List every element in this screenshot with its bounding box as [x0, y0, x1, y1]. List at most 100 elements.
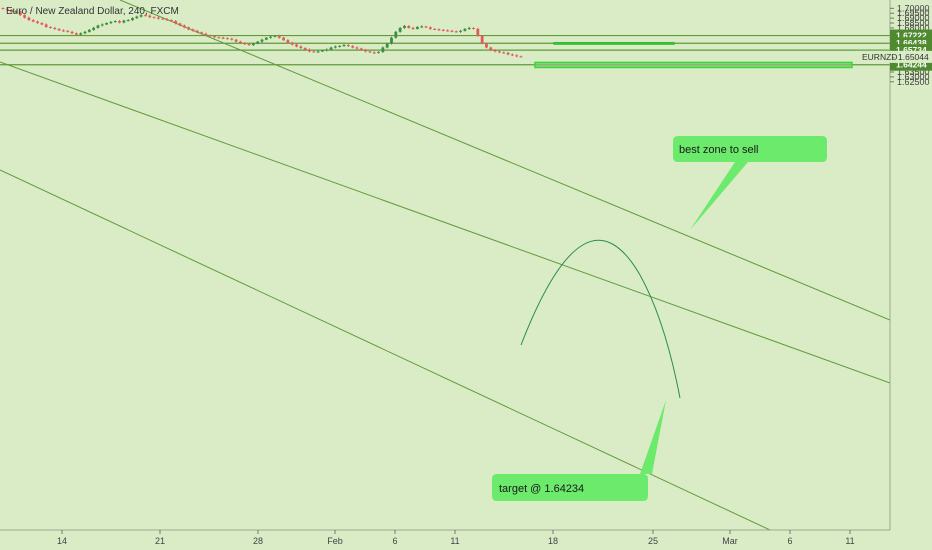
- candle-body: [251, 43, 255, 46]
- candle-body: [243, 43, 247, 45]
- date-tick-label: 11: [845, 536, 854, 546]
- price-axis-panel[interactable]: [890, 0, 932, 550]
- candle-body: [161, 18, 165, 20]
- price-tick-label: 1.69000: [897, 13, 930, 23]
- candle-body: [66, 30, 70, 32]
- candle-body: [200, 32, 203, 34]
- candle-body: [416, 26, 419, 29]
- candle-body: [118, 21, 121, 23]
- candle-body: [377, 51, 380, 53]
- current-price-badge: [858, 50, 932, 63]
- candle-body: [31, 20, 35, 22]
- candle-body: [385, 43, 389, 48]
- price-level-badge-label: 1.66438: [896, 38, 927, 48]
- candle-body: [510, 54, 514, 56]
- candle-body: [299, 46, 303, 49]
- price-level-badge-label: 1.67222: [896, 31, 927, 41]
- sell-zone-box: [553, 41, 675, 45]
- candle-body: [321, 50, 324, 52]
- date-tick-label: Feb: [327, 536, 343, 546]
- candle-body: [208, 35, 212, 37]
- candle-body: [446, 30, 450, 32]
- candle-body: [269, 36, 273, 38]
- candle-body: [364, 49, 367, 52]
- target-zone-box: [534, 61, 853, 69]
- candle-body: [459, 30, 462, 32]
- projected-path: [520, 239, 681, 399]
- candle-body: [174, 21, 178, 24]
- candle-body: [342, 45, 346, 47]
- candle-body: [157, 17, 160, 19]
- candle-body: [346, 45, 350, 47]
- candle-body: [480, 35, 484, 44]
- candle-body: [87, 29, 91, 32]
- candle-body: [420, 26, 424, 28]
- candle-body: [403, 25, 406, 28]
- sell-zone-callout: [673, 136, 827, 230]
- date-tick-label: 11: [450, 536, 459, 546]
- candle-body: [23, 15, 26, 18]
- candle-body: [148, 15, 152, 18]
- date-tick-label: 18: [548, 536, 558, 546]
- candles: [1, 7, 523, 58]
- candle-body: [316, 51, 320, 53]
- candle-body: [144, 15, 147, 17]
- candle-body: [83, 31, 87, 34]
- candle-body: [221, 37, 225, 39]
- candle-body: [195, 30, 199, 33]
- candle-body: [437, 29, 441, 31]
- candle-body: [36, 21, 39, 24]
- price-level-badge: [890, 29, 932, 42]
- candle-body: [62, 30, 65, 32]
- candle-body: [139, 15, 143, 17]
- price-tick-label: 1.68000: [897, 23, 930, 33]
- price-tick-label: 1.63000: [897, 72, 930, 82]
- candle-body: [18, 11, 22, 16]
- candle-body: [239, 41, 242, 44]
- candle-body: [338, 46, 342, 48]
- sell-zone-callout-text: best zone to sell: [679, 144, 759, 156]
- candle-body: [351, 46, 355, 48]
- candle-body: [169, 20, 173, 22]
- candle-body: [515, 55, 519, 57]
- candle-body: [286, 40, 290, 43]
- date-tick-label: 6: [787, 536, 792, 546]
- candle-body: [182, 25, 186, 28]
- candle-body: [390, 37, 393, 44]
- candle-body: [463, 28, 467, 31]
- price-tick-label: 1.70000: [897, 3, 930, 13]
- target-callout-text: target @ 1.64234: [499, 483, 584, 495]
- time-axis: 14 21 28 Feb 6 11 18 25 Mar 6 11: [57, 530, 855, 546]
- candle-body: [187, 27, 191, 30]
- candle-body: [79, 33, 83, 35]
- price-tick-label: 1.69500: [897, 8, 930, 18]
- candle-body: [256, 41, 260, 44]
- candle-body: [325, 49, 329, 51]
- price-tick-label: 1.68500: [897, 18, 930, 28]
- candle-body: [27, 17, 31, 21]
- candle-body: [329, 47, 333, 50]
- candle-body: [57, 28, 61, 31]
- date-tick-label: 14: [57, 536, 67, 546]
- candle-body: [204, 33, 208, 36]
- candle-body: [260, 39, 264, 42]
- time-axis-panel[interactable]: [0, 530, 890, 550]
- candle-body: [433, 28, 437, 30]
- candle-body: [44, 24, 48, 27]
- date-tick-label: 6: [392, 536, 397, 546]
- candle-body: [355, 47, 359, 49]
- candle-body: [14, 11, 18, 13]
- candle-body: [135, 16, 139, 19]
- candle-body: [273, 35, 277, 37]
- channel-line: [0, 61, 890, 384]
- candle-body: [502, 52, 506, 54]
- candle-body: [100, 24, 104, 26]
- current-price-symbol: EURNZD: [862, 52, 897, 62]
- candle-body: [472, 27, 475, 29]
- date-tick-label: Mar: [722, 536, 738, 546]
- candle-body: [312, 51, 316, 53]
- candle-body: [109, 22, 113, 24]
